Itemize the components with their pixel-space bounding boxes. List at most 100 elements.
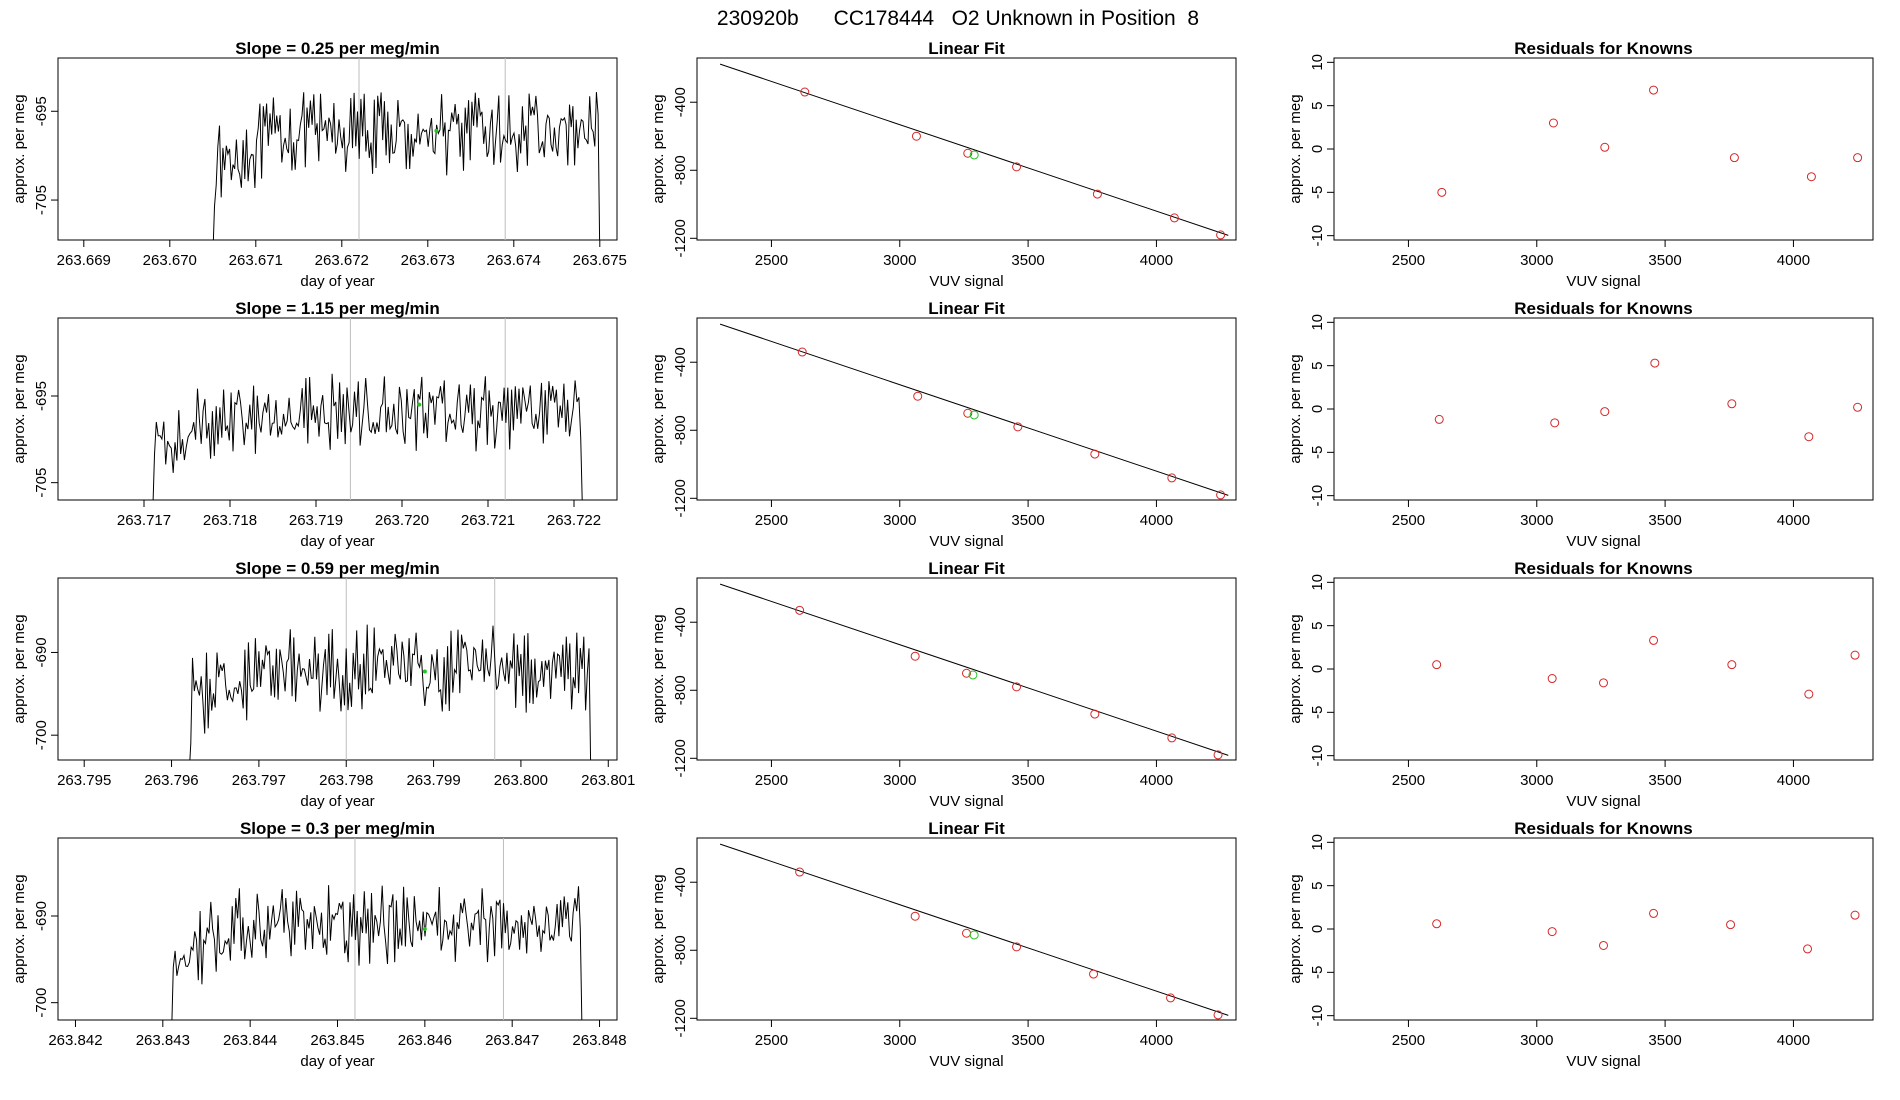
y-tick-label: -1200 <box>672 219 689 257</box>
known-point <box>1167 473 1177 483</box>
panels: Slope = 0.25 per meg/min 263.669 263.670 26… <box>11 39 1874 1070</box>
x-tick-label: 2500 <box>755 772 788 789</box>
chart-panel: Linear Fit 2500 3000 3500 4000 -400 -800 -1200 V… <box>650 559 1237 810</box>
y-tick-label: -690 <box>33 637 50 667</box>
y-tick-label: -10 <box>1309 485 1326 507</box>
known-point <box>1726 920 1736 930</box>
y-axis-label: approx. per meg <box>650 874 667 983</box>
x-tick-label: 3000 <box>883 512 916 529</box>
y-tick-label: 10 <box>1309 574 1326 591</box>
known-point <box>1437 187 1447 197</box>
y-tick-label: -695 <box>33 96 50 126</box>
known-point <box>1432 919 1442 929</box>
known-point <box>1167 733 1177 743</box>
known-point <box>1013 422 1023 432</box>
panel-title: Linear Fit <box>928 39 1005 58</box>
plot-frame <box>696 317 1237 501</box>
y-tick-label: 5 <box>1309 621 1326 629</box>
y-tick-label: -1200 <box>672 999 689 1037</box>
y-tick-label: 10 <box>1309 834 1326 851</box>
x-axis-label: day of year <box>300 273 374 290</box>
x-tick-label: 263.669 <box>57 252 111 269</box>
panel-title: Slope = 0.3 per meg/min <box>240 819 435 838</box>
x-tick-label: 263.797 <box>232 772 286 789</box>
x-tick-label: 4000 <box>1140 252 1173 269</box>
x-axis-label: day of year <box>300 793 374 810</box>
known-point <box>1853 402 1863 412</box>
x-axis-label: VUV signal <box>1566 533 1640 550</box>
y-axis-label: approx. per meg <box>1287 94 1304 203</box>
y-tick-label: 0 <box>1309 925 1326 933</box>
plot-frame <box>696 837 1237 1021</box>
known-point <box>1216 490 1226 500</box>
x-tick-label: 3500 <box>1648 252 1681 269</box>
panel-title: Linear Fit <box>928 559 1005 578</box>
y-tick-label: -400 <box>672 607 689 637</box>
y-tick-label: -705 <box>33 468 50 498</box>
y-tick-label: 5 <box>1309 361 1326 369</box>
y-tick-label: 0 <box>1309 665 1326 673</box>
known-point <box>1806 172 1816 182</box>
x-tick-label: 3000 <box>883 252 916 269</box>
y-tick-label: -690 <box>33 901 50 931</box>
plot-frame <box>1333 577 1874 761</box>
known-point <box>962 928 971 938</box>
y-axis-label: approx. per meg <box>650 354 667 463</box>
known-point <box>1727 399 1737 409</box>
unknown-marker <box>417 402 422 407</box>
x-tick-label: 3000 <box>883 772 916 789</box>
known-point <box>963 148 973 158</box>
x-tick-label: 263.798 <box>319 772 373 789</box>
x-tick-label: 263.795 <box>57 772 111 789</box>
panel-title: Slope = 0.59 per meg/min <box>235 559 440 578</box>
x-tick-label: 263.717 <box>117 512 171 529</box>
y-axis-label: approx. per meg <box>11 354 28 463</box>
known-point <box>1649 635 1659 645</box>
x-tick-label: 263.721 <box>461 512 515 529</box>
x-tick-label: 263.844 <box>223 1032 277 1049</box>
x-axis-label: VUV signal <box>929 793 1003 810</box>
known-point <box>1434 414 1444 424</box>
known-point <box>1599 678 1608 688</box>
x-tick-label: 263.719 <box>289 512 343 529</box>
unknown-marker <box>434 128 439 133</box>
main-title: 230920b CC178444 O2 Unknown in Position … <box>717 7 1199 30</box>
x-axis-label: VUV signal <box>1566 793 1640 810</box>
panel-title: Residuals for Knowns <box>1514 299 1693 318</box>
x-tick-label: 3500 <box>1648 1032 1681 1049</box>
y-tick-label: -400 <box>672 87 689 117</box>
x-tick-label: 263.843 <box>136 1032 190 1049</box>
known-point <box>963 408 973 418</box>
x-tick-label: 263.801 <box>581 772 635 789</box>
x-tick-label: 4000 <box>1777 252 1810 269</box>
x-tick-label: 263.718 <box>203 512 257 529</box>
fit-line <box>719 583 1229 756</box>
known-point <box>800 87 810 97</box>
x-axis-label: VUV signal <box>929 533 1003 550</box>
x-tick-label: 3500 <box>1011 1032 1044 1049</box>
y-axis-label: approx. per meg <box>1287 874 1304 983</box>
known-point <box>1649 85 1659 95</box>
known-point <box>1012 942 1022 952</box>
x-tick-label: 2500 <box>1392 252 1425 269</box>
chart-panel: Slope = 0.25 per meg/min 263.669 263.670 26… <box>11 39 627 290</box>
known-point <box>1850 910 1860 920</box>
y-axis-label: approx. per meg <box>1287 354 1304 463</box>
x-tick-label: 3000 <box>1520 1032 1553 1049</box>
x-tick-label: 4000 <box>1777 512 1810 529</box>
known-point <box>795 867 805 877</box>
x-tick-label: 263.673 <box>401 252 455 269</box>
x-tick-label: 2500 <box>755 252 788 269</box>
plot-frame <box>1333 837 1874 1021</box>
x-axis-label: day of year <box>300 533 374 550</box>
y-tick-label: -700 <box>33 720 50 750</box>
fit-line <box>719 323 1229 496</box>
y-tick-label: 5 <box>1309 101 1326 109</box>
known-point <box>797 347 807 357</box>
x-tick-label: 263.847 <box>485 1032 539 1049</box>
x-tick-label: 4000 <box>1777 772 1810 789</box>
y-tick-label: 0 <box>1309 405 1326 413</box>
y-axis-label: approx. per meg <box>1287 614 1304 723</box>
x-tick-label: 2500 <box>1392 512 1425 529</box>
x-tick-label: 263.674 <box>487 252 541 269</box>
